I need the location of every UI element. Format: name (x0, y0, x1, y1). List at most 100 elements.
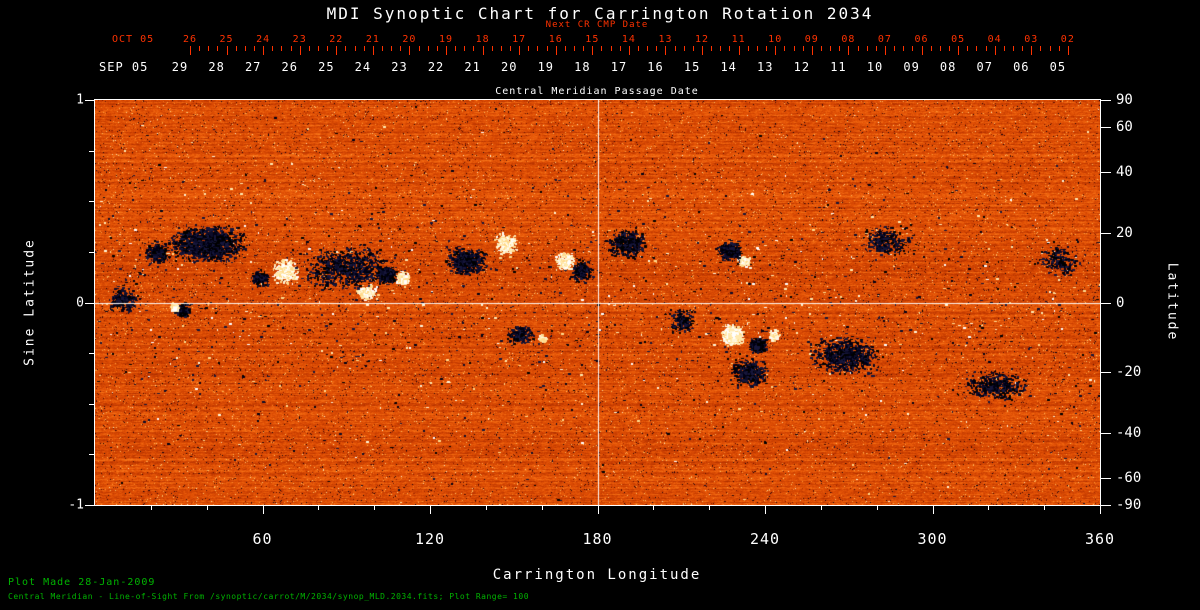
oct-date-label: 22 (329, 34, 344, 45)
red-minor-tick (674, 46, 676, 51)
red-minor-tick (217, 46, 219, 51)
carrington-longitude-axis-label: Carrington Longitude (492, 567, 702, 583)
red-minor-tick (455, 46, 457, 51)
red-minor-tick (784, 46, 786, 51)
sep-date-label: 12 (793, 60, 811, 74)
sep-date-label: 10 (866, 60, 884, 74)
red-minor-tick (875, 46, 877, 51)
red-minor-tick (290, 46, 292, 51)
red-major-tick (482, 46, 484, 55)
red-minor-tick (564, 46, 566, 51)
red-major-tick (702, 46, 704, 55)
longitude-major-tick (932, 506, 934, 514)
latitude-tick-label: -20 (1116, 363, 1142, 380)
latitude-tick-label: 90 (1116, 92, 1133, 108)
red-minor-tick (537, 46, 539, 51)
sep-date-label: 15 (683, 60, 701, 74)
red-minor-tick (976, 46, 978, 51)
red-major-tick (738, 46, 740, 55)
oct-date-label: 19 (438, 34, 454, 45)
longitude-minor-tick (541, 506, 543, 510)
sine-latitude-minor-tick (89, 150, 94, 152)
red-minor-tick (473, 46, 475, 51)
latitude-tick-label: 0 (1116, 294, 1125, 311)
sine-latitude-minor-tick (89, 201, 94, 203)
red-minor-tick (601, 46, 603, 51)
red-minor-tick (610, 46, 612, 51)
latitude-tick-label: 40 (1116, 164, 1133, 181)
latitude-ticks (1101, 100, 1111, 506)
sep-date-label: 20 (500, 60, 518, 74)
red-minor-tick (729, 46, 731, 51)
red-major-tick (446, 46, 448, 55)
red-minor-tick (208, 46, 210, 51)
sep-date-label: 29 (171, 60, 189, 74)
longitude-ticks (95, 506, 1101, 516)
sep-date-label: 07 (976, 60, 993, 74)
longitude-minor-tick (150, 506, 152, 510)
longitude-tick-labels: 60 120 180 240 300 360 (95, 530, 1114, 550)
red-minor-tick (1058, 46, 1060, 51)
sep-date-label: 22 (427, 60, 445, 74)
latitude-tick (1101, 233, 1111, 235)
synoptic-magnetogram-canvas (95, 100, 1100, 505)
red-minor-tick (327, 46, 329, 51)
red-minor-tick (1022, 46, 1024, 51)
sep-date-label: 09 (903, 60, 920, 74)
oct-date-label: 08 (841, 34, 856, 45)
sep-date-label: 13 (757, 60, 774, 74)
red-major-tick (1067, 46, 1069, 55)
red-minor-tick (903, 46, 905, 51)
latitude-tick-labels: 90 60 40 20 0 -20 -40 -60 -90 (1116, 92, 1176, 513)
longitude-major-tick (597, 506, 599, 514)
red-major-tick (1031, 46, 1033, 55)
oct-date-label: 25 (219, 34, 234, 45)
sep-date-label: 21 (464, 60, 481, 74)
longitude-major-tick (430, 506, 431, 514)
oct-axis-origin-label: OCT 05 (112, 34, 155, 45)
longitude-tick-label: 300 (917, 530, 948, 548)
sine-latitude-tick-label: 1 (76, 92, 84, 108)
oct-date-label: 24 (256, 34, 271, 45)
longitude-tick-label: 60 (252, 530, 273, 548)
red-minor-tick (528, 46, 530, 51)
latitude-tick-label: 20 (1116, 225, 1133, 242)
sep-date-label: 16 (647, 60, 664, 74)
longitude-minor-tick (374, 506, 376, 510)
sep-date-label: 08 (939, 60, 957, 74)
red-minor-tick (253, 46, 255, 51)
red-minor-tick (354, 46, 356, 51)
oct-date-label: 04 (987, 34, 1002, 45)
sine-latitude-major-tick (85, 100, 94, 101)
sep-axis-origin-label: SEP 05 (99, 60, 149, 74)
longitude-minor-tick (485, 506, 487, 510)
oct-date-label: 17 (512, 34, 527, 45)
red-major-tick (848, 46, 850, 55)
red-minor-tick (235, 46, 237, 51)
sep-date-label: 23 (391, 60, 408, 74)
red-tick-ruler (95, 46, 1100, 56)
red-minor-tick (692, 46, 694, 51)
red-major-tick (884, 46, 886, 55)
red-minor-tick (638, 46, 640, 51)
longitude-minor-tick (820, 506, 822, 510)
red-minor-tick (747, 46, 749, 51)
red-major-tick (263, 46, 265, 55)
sep-date-label: 27 (244, 60, 262, 74)
red-major-tick (811, 46, 813, 55)
red-major-tick (775, 46, 777, 55)
red-minor-tick (866, 46, 868, 51)
oct-date-label: 11 (731, 34, 746, 45)
latitude-tick-label: -90 (1116, 497, 1142, 513)
red-minor-tick (948, 46, 950, 51)
longitude-major-tick (262, 506, 264, 514)
red-minor-tick (619, 46, 621, 51)
oct-date-label: 20 (402, 34, 417, 45)
red-minor-tick (802, 46, 804, 51)
red-minor-tick (272, 46, 274, 51)
red-major-tick (409, 46, 411, 55)
red-minor-tick (345, 46, 347, 51)
sep-date-label: 11 (830, 60, 847, 74)
longitude-tick-label: 360 (1084, 530, 1116, 548)
